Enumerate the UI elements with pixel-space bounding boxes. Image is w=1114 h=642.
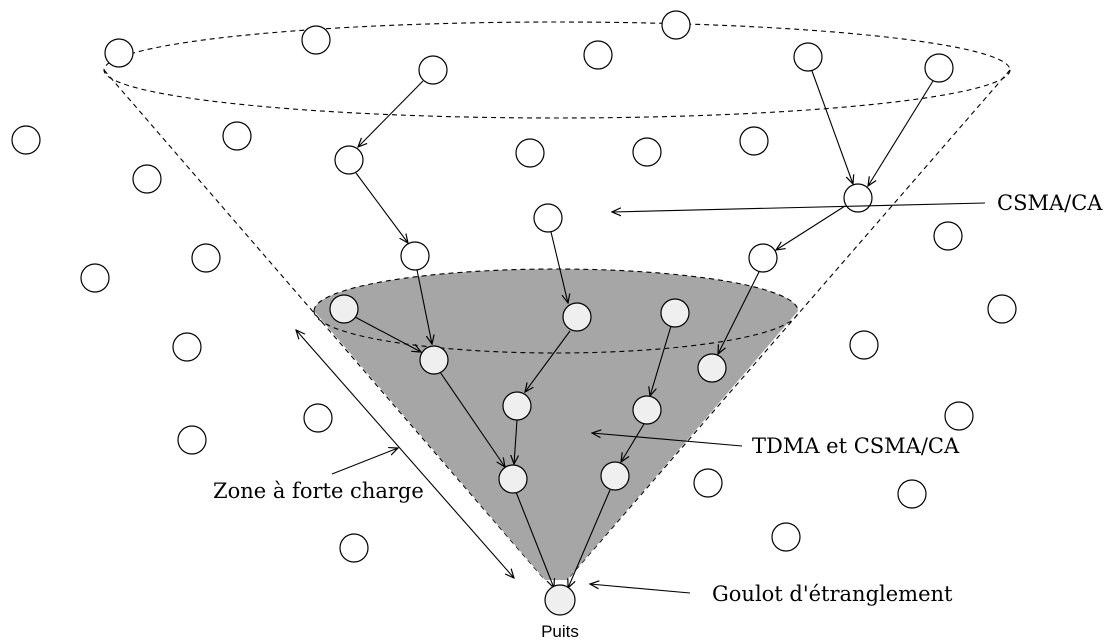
node	[583, 40, 613, 70]
node	[944, 401, 974, 431]
node	[400, 241, 430, 271]
node	[748, 243, 778, 273]
node	[419, 345, 449, 375]
node	[498, 464, 528, 494]
node	[301, 25, 331, 55]
edge	[355, 172, 408, 243]
node	[600, 461, 630, 491]
node	[849, 330, 879, 360]
edge	[358, 80, 424, 147]
edge	[811, 70, 853, 184]
node	[562, 302, 592, 332]
node	[933, 221, 963, 251]
node	[303, 403, 333, 433]
tdma-pointer	[592, 433, 743, 447]
node	[739, 126, 769, 156]
node	[502, 391, 532, 421]
high-load-zone	[313, 268, 799, 580]
edge	[525, 330, 571, 392]
node	[191, 243, 221, 273]
goulot-label: Goulot d'étranglement	[712, 582, 953, 606]
edge	[621, 423, 645, 462]
node	[177, 425, 207, 455]
node	[222, 121, 252, 151]
csma-label: CSMA/CA	[997, 191, 1103, 215]
goulot-pointer	[590, 584, 691, 594]
zone-extent-arrow	[296, 330, 514, 578]
node	[987, 294, 1017, 324]
edge	[718, 271, 760, 354]
node	[339, 533, 369, 563]
node	[329, 294, 359, 324]
sink-node	[544, 584, 576, 616]
node	[660, 298, 690, 328]
routing-edges	[354, 70, 934, 588]
edge	[515, 491, 554, 588]
node	[132, 164, 162, 194]
edge	[550, 231, 568, 303]
node	[897, 479, 927, 509]
zone-label: Zone à forte charge	[213, 479, 424, 503]
tdma-label: TDMA et CSMA/CA	[752, 434, 960, 458]
zone-pointer	[331, 448, 398, 475]
node	[515, 138, 545, 168]
node	[334, 145, 364, 175]
node	[924, 53, 954, 83]
edge	[568, 489, 611, 588]
edge	[650, 325, 672, 396]
high-load-zone-fill	[314, 269, 798, 580]
node	[172, 332, 202, 362]
node	[697, 353, 727, 383]
node	[104, 38, 134, 68]
cone-right-edge	[566, 69, 1011, 581]
csma-pointer	[612, 202, 986, 212]
edge	[868, 80, 934, 186]
edge	[776, 205, 846, 250]
node	[771, 522, 801, 552]
node	[693, 468, 723, 498]
node	[632, 395, 662, 425]
high-load-zone-back-ellipse	[313, 268, 799, 312]
node	[793, 42, 823, 72]
node	[632, 137, 662, 167]
puits-label: Puits	[541, 622, 579, 641]
cone-top-ellipse	[103, 21, 1011, 119]
node	[533, 203, 563, 233]
node	[80, 263, 110, 293]
node	[843, 183, 873, 213]
node	[11, 125, 41, 155]
node	[418, 55, 448, 85]
node	[661, 10, 691, 40]
